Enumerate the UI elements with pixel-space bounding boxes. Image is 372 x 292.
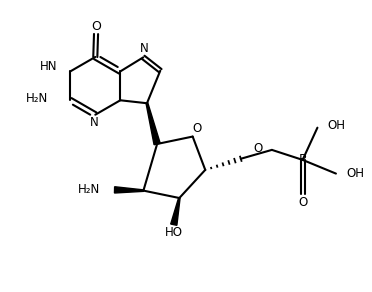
Text: P: P [299, 153, 307, 166]
Text: H₂N: H₂N [78, 182, 100, 196]
Polygon shape [115, 187, 144, 193]
Text: N: N [90, 117, 99, 129]
Text: O: O [91, 20, 101, 33]
Text: OH: OH [328, 119, 346, 132]
Text: O: O [254, 142, 263, 155]
Text: H₂N: H₂N [26, 92, 48, 105]
Text: O: O [192, 122, 202, 135]
Text: O: O [298, 196, 307, 209]
Polygon shape [171, 198, 180, 225]
Text: OH: OH [346, 167, 364, 180]
Polygon shape [146, 103, 160, 145]
Text: HO: HO [165, 226, 183, 239]
Text: HN: HN [40, 60, 57, 74]
Text: N: N [140, 42, 149, 55]
